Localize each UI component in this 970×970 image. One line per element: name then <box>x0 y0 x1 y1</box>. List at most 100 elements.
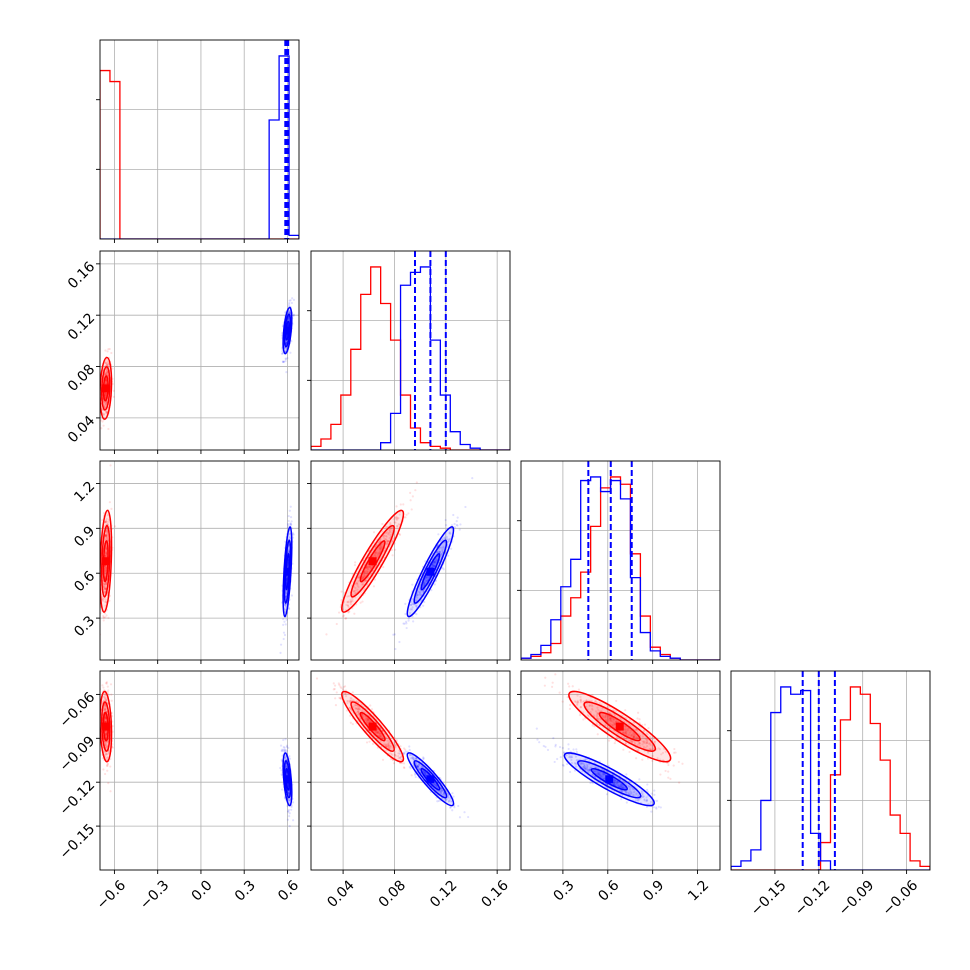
sample-point <box>284 738 287 741</box>
density-peak <box>615 722 624 731</box>
sample-point <box>344 617 348 620</box>
sample-point <box>288 549 291 552</box>
sample-point <box>104 583 107 586</box>
panel-frame <box>310 670 511 871</box>
sample-point <box>104 743 107 746</box>
sample-point <box>346 600 349 604</box>
sample-point <box>381 522 384 526</box>
sample-point <box>372 531 376 534</box>
sample-point <box>402 766 406 769</box>
sample-point <box>104 392 107 396</box>
sample-point <box>351 598 354 601</box>
sample-point <box>374 546 377 549</box>
sample-point <box>437 533 440 536</box>
sample-point <box>104 742 107 745</box>
sample-point <box>105 753 108 756</box>
sample-point <box>104 554 107 557</box>
sample-point <box>103 707 106 710</box>
sample-point <box>438 550 441 553</box>
sample-point <box>103 695 106 698</box>
sample-point <box>110 351 113 355</box>
panel-frame <box>99 39 300 240</box>
sample-point <box>382 534 385 538</box>
sample-point <box>105 547 108 550</box>
sample-point <box>291 801 295 804</box>
panel-frame <box>310 460 511 661</box>
sample-point <box>109 464 112 467</box>
sample-point <box>439 555 443 558</box>
y-tick-label: 0.9 <box>71 523 98 550</box>
sample-point <box>107 781 110 785</box>
sample-point <box>104 521 107 524</box>
y-tick-label: 0.08 <box>65 362 98 395</box>
sample-point <box>346 604 350 607</box>
sample-point <box>108 347 111 351</box>
sample-point <box>418 590 421 594</box>
sample-point <box>426 575 429 579</box>
sample-point <box>105 534 108 537</box>
sample-point <box>104 705 107 708</box>
sample-point <box>664 769 667 773</box>
sample-point <box>384 531 388 535</box>
sample-point <box>411 602 414 605</box>
scatter-series-0 <box>100 681 114 793</box>
sample-point <box>442 546 445 549</box>
sample-point <box>315 677 319 680</box>
sample-point <box>385 541 389 544</box>
sample-point <box>409 767 412 770</box>
histogram-series-1 <box>311 266 510 450</box>
sample-point <box>104 521 107 524</box>
sample-point <box>544 676 547 679</box>
sample-point <box>106 690 109 694</box>
sample-point <box>104 600 107 603</box>
sample-point <box>385 540 389 543</box>
sample-point <box>625 773 628 776</box>
sample-point <box>104 402 107 405</box>
sample-point <box>284 611 287 614</box>
sample-point <box>104 554 107 557</box>
sample-point <box>282 618 285 621</box>
sample-point <box>100 455 102 457</box>
sample-point <box>441 566 444 569</box>
sample-point <box>103 702 107 706</box>
sample-point <box>104 581 107 585</box>
sample-point <box>392 762 396 765</box>
sample-point <box>438 551 441 554</box>
sample-point <box>458 816 462 819</box>
sample-point <box>105 548 108 551</box>
sample-point <box>378 546 381 549</box>
panel-p2-p1: 0.040.080.120.16 <box>65 250 300 457</box>
sample-point <box>104 373 107 376</box>
sample-point <box>387 533 390 536</box>
sample-point <box>103 720 107 723</box>
sample-point <box>106 363 109 367</box>
sample-point <box>107 427 110 431</box>
sample-point <box>453 526 457 529</box>
sample-point <box>289 522 293 526</box>
sample-point <box>558 745 562 749</box>
sample-point <box>282 360 285 364</box>
sample-point <box>104 732 107 735</box>
sample-point <box>416 596 419 599</box>
sample-point <box>289 311 292 315</box>
sample-point <box>287 316 290 319</box>
sample-point <box>105 371 108 375</box>
sample-point <box>106 762 110 765</box>
sample-point <box>105 699 108 702</box>
sample-point <box>105 756 109 759</box>
sample-point <box>467 815 470 819</box>
sample-point <box>280 352 284 355</box>
sample-point <box>448 531 451 534</box>
sample-point <box>451 809 454 812</box>
sample-point <box>397 523 400 526</box>
sample-point <box>378 547 382 550</box>
sample-point <box>419 591 422 594</box>
sample-point <box>371 742 375 745</box>
sample-point <box>105 363 109 366</box>
sample-point <box>571 685 574 688</box>
sample-point <box>104 699 107 702</box>
scatter-series-1 <box>280 297 296 374</box>
sample-point <box>104 772 107 776</box>
sample-point <box>414 773 417 776</box>
